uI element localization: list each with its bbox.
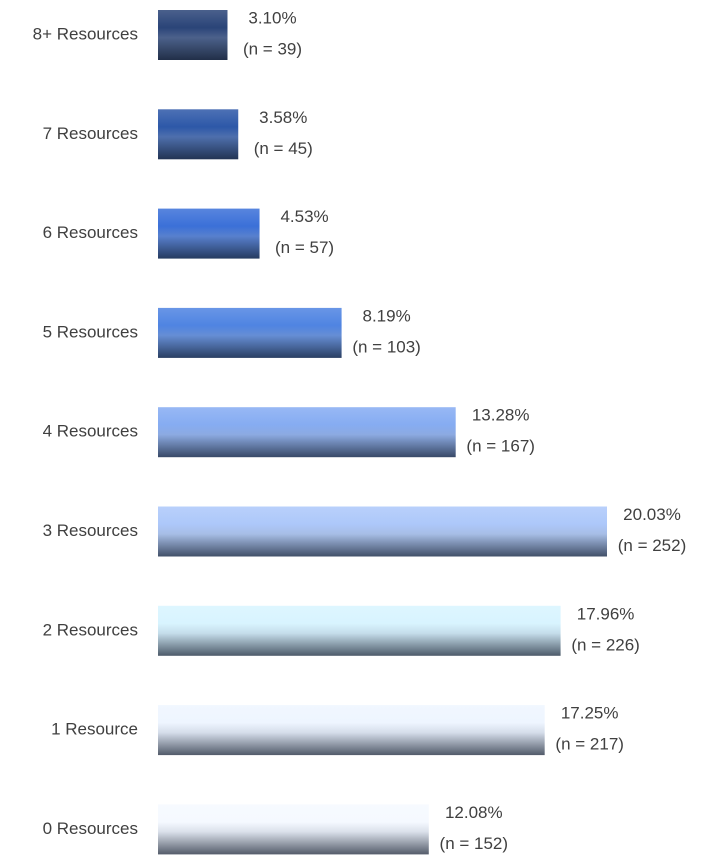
- count-label: (n = 252): [618, 536, 687, 555]
- value-label: 20.03%: [623, 505, 681, 524]
- value-label: 13.28%: [472, 406, 530, 425]
- value-label: 3.58%: [259, 108, 307, 127]
- count-label: (n = 39): [243, 39, 302, 58]
- count-label: (n = 103): [352, 337, 421, 356]
- count-label: (n = 57): [275, 238, 334, 257]
- value-label: 17.25%: [561, 704, 619, 723]
- bar: [158, 208, 260, 259]
- count-label: (n = 152): [440, 834, 509, 853]
- count-label: (n = 226): [571, 635, 640, 654]
- count-label: (n = 217): [555, 735, 624, 754]
- category-label: 6 Resources: [43, 223, 138, 242]
- category-label: 3 Resources: [43, 521, 138, 540]
- category-label: 0 Resources: [43, 819, 138, 838]
- category-label: 5 Resources: [43, 322, 138, 341]
- value-label: 4.53%: [280, 207, 328, 226]
- bar: [158, 10, 228, 60]
- bar: [158, 307, 342, 358]
- category-label: 4 Resources: [43, 422, 138, 441]
- count-label: (n = 167): [466, 437, 535, 456]
- bar: [158, 109, 239, 160]
- bar: [158, 705, 545, 756]
- category-label: 2 Resources: [43, 620, 138, 639]
- value-label: 8.19%: [362, 306, 410, 325]
- value-label: 3.10%: [248, 8, 296, 27]
- bar: [158, 804, 429, 855]
- value-label: 12.08%: [445, 803, 503, 822]
- value-label: 17.96%: [577, 604, 635, 623]
- bar: [158, 605, 561, 656]
- category-label: 8+ Resources: [33, 24, 138, 43]
- bar: [158, 407, 456, 458]
- count-label: (n = 45): [254, 139, 313, 158]
- bar: [158, 506, 607, 557]
- category-label: 1 Resource: [51, 720, 138, 739]
- category-label: 7 Resources: [43, 124, 138, 143]
